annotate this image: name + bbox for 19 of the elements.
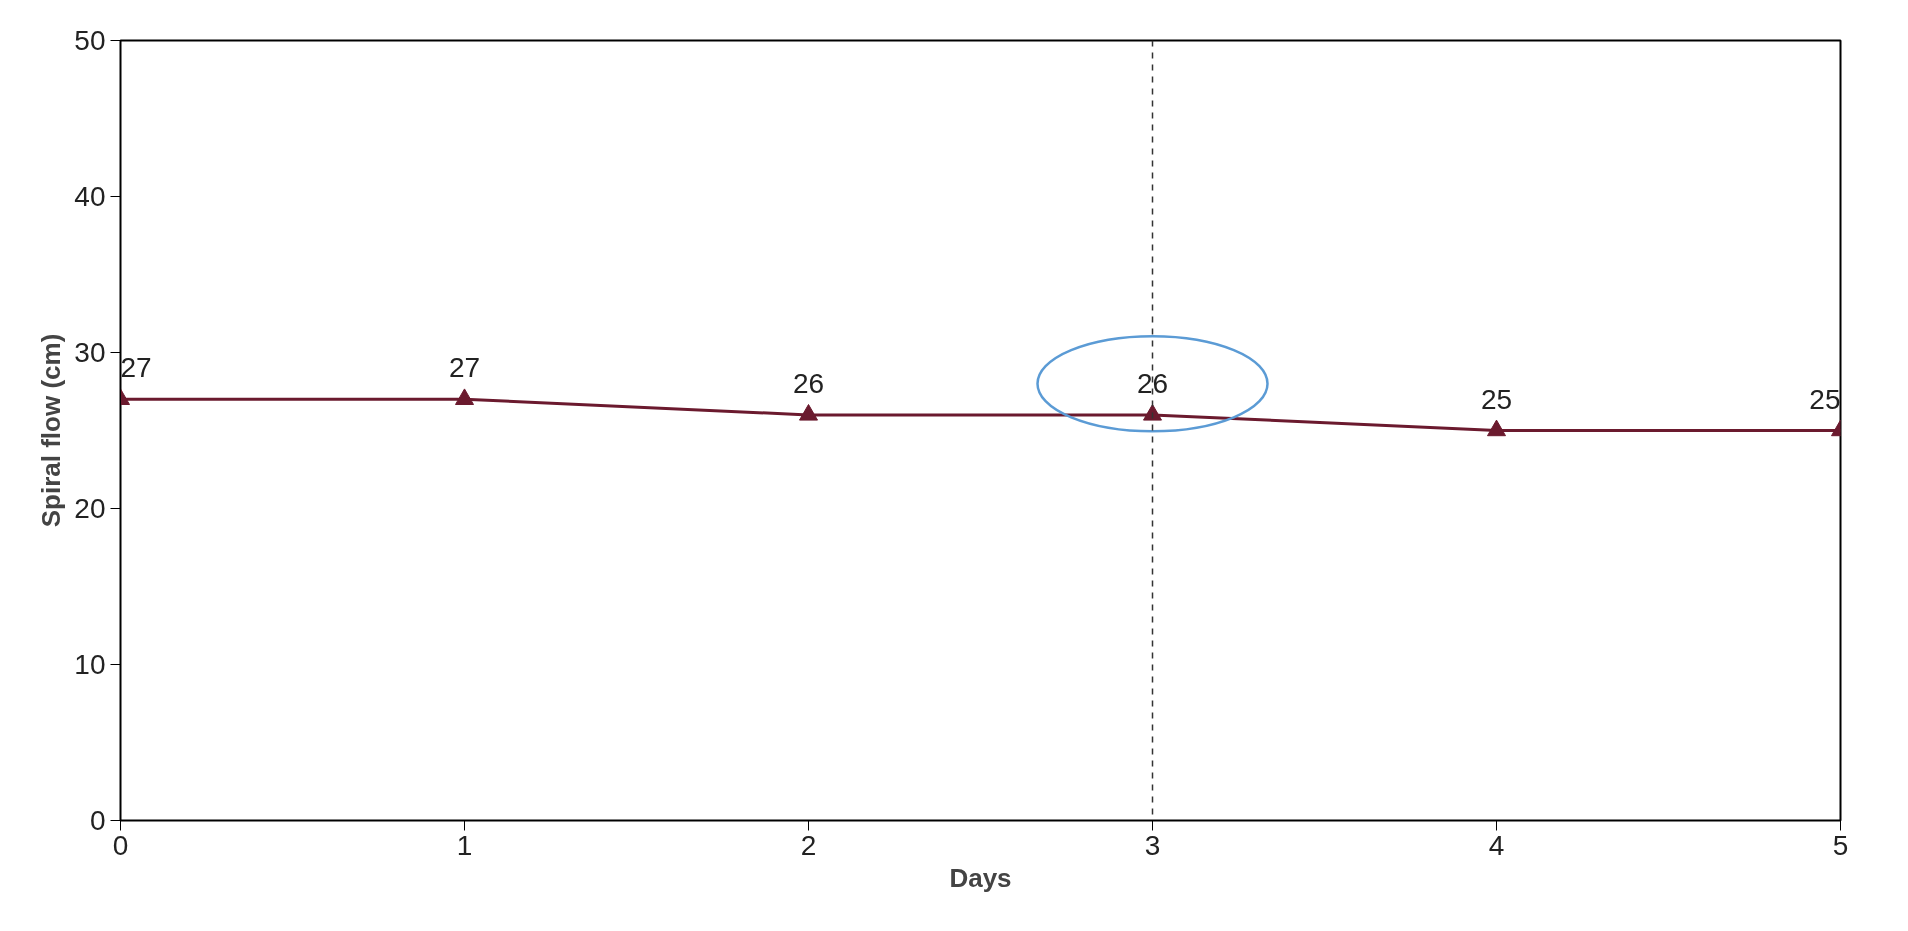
y-tick-label: 40 [74, 181, 106, 212]
x-tick-label: 3 [1144, 829, 1161, 861]
x-tick-label: 5 [1832, 829, 1849, 861]
data-label: 25 [1480, 383, 1513, 415]
x-tick-label: 4 [1488, 829, 1505, 861]
x-tick-label: 0 [112, 829, 129, 861]
x-tick-label: 2 [800, 829, 817, 861]
x-tick-label: 1 [456, 829, 473, 861]
y-tick-label: 0 [89, 805, 106, 836]
y-tick-label: 30 [74, 337, 106, 368]
data-label: 26 [1136, 367, 1169, 399]
y-axis-title: Spiral flow (cm) [36, 333, 67, 528]
x-axis-title: Days [949, 862, 1012, 893]
data-label: 27 [120, 352, 152, 384]
data-label: 27 [448, 352, 481, 384]
y-tick-label: 10 [74, 649, 106, 680]
y-tick-label: 20 [74, 493, 106, 524]
data-label: 26 [792, 367, 825, 399]
y-tick-label: 50 [74, 25, 106, 56]
